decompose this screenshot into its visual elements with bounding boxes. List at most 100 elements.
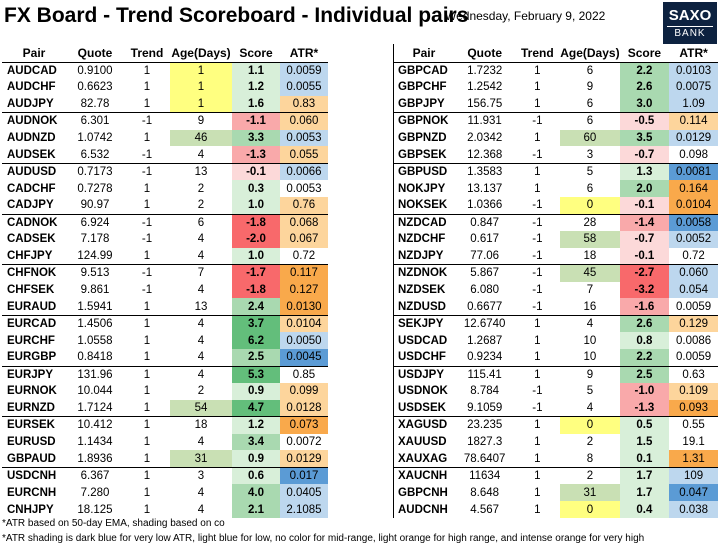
table-row: USDNOK 8.784 -1 5 -1.0 0.109: [393, 382, 718, 400]
trend-cell: -1: [514, 112, 561, 130]
trend-cell: 1: [534, 503, 541, 516]
quote-cell: 0.6623: [77, 81, 113, 94]
atr-cell: 0.0128: [280, 399, 328, 417]
age-cell: 46: [170, 129, 232, 147]
score-cell: 0.9: [232, 450, 280, 468]
score-cell: 1.6: [232, 95, 280, 113]
quote-cell: 7.280: [80, 486, 110, 499]
age-cell: 60: [560, 129, 620, 147]
age-cell: 7: [586, 284, 594, 297]
trend-cell: 1: [124, 416, 170, 434]
pair-cell: EURNZD: [7, 402, 55, 414]
trend-cell: 1: [143, 81, 151, 94]
quote-cell: 1.7232: [467, 64, 503, 77]
pair-cell: XAUXAG: [398, 452, 448, 465]
atr-cell: 0.0129: [669, 129, 718, 147]
trend-cell: 1: [124, 365, 170, 383]
table-row: NZDSEK 6.080 -1 7 -3.2 0.054: [393, 281, 718, 299]
score-cell: 0.6: [232, 466, 280, 485]
quote-cell: 10.412: [66, 416, 124, 434]
quote-cell: 0.8418: [77, 351, 113, 364]
score-cell: 2.5: [232, 349, 280, 367]
table-row: CHFJPY 124.99 1 4 1.0 0.72: [2, 247, 328, 265]
table-row: USDSEK 9.1059 -1 4 -1.3 0.093: [393, 399, 718, 417]
atr-cell: 0.0075: [669, 78, 718, 96]
trend-cell: 1: [124, 466, 170, 485]
score-cell: 1.7: [619, 466, 670, 485]
trend-cell: -1: [532, 249, 543, 262]
column-header: ATR*: [280, 44, 328, 63]
table-row: GBPUSD 1.3583 1 5 1.3 0.0081: [393, 162, 718, 181]
column-header: Score: [232, 44, 280, 63]
table-row: NZDCHF 0.617 -1 58 -0.7 0.0052: [393, 230, 718, 248]
age-cell: 9: [586, 81, 594, 94]
score-cell: -0.1: [619, 247, 670, 265]
quote-cell: 0.7173: [66, 162, 124, 181]
trend-cell: -1: [532, 233, 543, 246]
pair-cell: XAGUSD: [393, 416, 455, 434]
pair-cell: USDCHF: [398, 351, 446, 364]
header: FX Board - Trend Scoreboard - Individual…: [0, 0, 720, 44]
pair-cell: EURGBP: [7, 351, 57, 364]
trend-cell: -1: [141, 148, 153, 161]
age-cell: 4: [197, 436, 205, 449]
score-cell: -1.7: [232, 264, 280, 282]
quote-cell: 1.0742: [77, 132, 113, 144]
pair-cell: AUDNZD: [7, 132, 56, 144]
age-cell: 4: [197, 334, 205, 347]
table-row: CADSEK 7.178 -1 4 -2.0 0.067: [2, 230, 328, 248]
age-cell: 4: [586, 402, 594, 414]
trend-cell: 1: [143, 351, 151, 364]
trend-cell: 1: [534, 486, 541, 499]
quote-cell: 0.617: [470, 233, 500, 246]
column-header: Quote: [66, 44, 124, 63]
table-row: GBPNOK 11.931 -1 6 -0.5 0.114: [393, 112, 718, 130]
table-row: EURCNH 7.280 1 4 4.0 0.0405: [2, 484, 328, 502]
trend-cell: -1: [124, 162, 170, 181]
pair-cell: USDCNH: [2, 466, 66, 485]
age-cell: 18: [583, 249, 597, 262]
table-row: EURCHF 1.0558 1 4 6.2 0.0050: [2, 332, 328, 350]
score-cell: -2.7: [619, 264, 670, 282]
column-header: Trend: [514, 44, 561, 63]
trend-cell: 1: [534, 436, 541, 449]
trend-cell: -1: [532, 199, 543, 212]
logo-text-top: SAXO: [667, 6, 713, 27]
score-cell: 1.2: [232, 78, 280, 96]
pair-cell: USDCAD: [398, 334, 448, 347]
score-cell: -1.6: [619, 298, 670, 316]
age-cell: 4: [197, 351, 205, 364]
score-cell: 1.0: [232, 197, 280, 215]
table-row: GBPCAD 1.7232 1 6 2.2 0.0103: [393, 62, 718, 79]
pair-cell: GBPNOK: [393, 112, 455, 130]
atr-cell: 0.0059: [676, 300, 712, 313]
quote-cell: 1.5941: [77, 300, 113, 313]
quote-cell: 1.1434: [77, 436, 113, 449]
pair-cell: EURCNH: [7, 486, 57, 499]
score-cell: 0.1: [619, 450, 670, 468]
pair-cell: GBPCNH: [398, 486, 448, 499]
age-cell: 4: [197, 148, 205, 161]
column-header: Age(Days): [170, 44, 232, 63]
age-cell: 4: [170, 314, 232, 333]
trend-cell: -1: [514, 264, 561, 282]
quote-cell: 115.41: [454, 365, 515, 383]
atr-cell: 0.055: [280, 146, 328, 164]
trend-cell: 1: [534, 182, 541, 195]
score-cell: 2.1: [232, 501, 280, 519]
trend-cell: 1: [143, 300, 151, 313]
atr-cell: 0.0086: [676, 334, 712, 347]
logo-text-bottom: BANK: [674, 28, 706, 39]
atr-cell: 0.060: [669, 264, 718, 282]
table-row: CADNOK 6.924 -1 6 -1.8 0.068: [2, 213, 328, 231]
pair-cell: CHFJPY: [7, 249, 53, 262]
atr-cell: 0.0055: [280, 78, 328, 96]
quote-cell: 1.3583: [454, 162, 515, 181]
atr-cell: 0.068: [280, 213, 328, 231]
footnote-atr-ema: *ATR based on 50-day EMA, shading based …: [2, 518, 225, 529]
table-row: AUDNOK 6.301 -1 9 -1.1 0.060: [2, 112, 328, 130]
scoreboard-table-right: Pair Quote Trend Age(Days) Score ATR* GB…: [393, 44, 718, 519]
age-cell: 4: [197, 486, 205, 499]
table-header-row: Pair Quote Trend Age(Days) Score ATR*: [393, 44, 718, 63]
trend-cell: -1: [141, 233, 153, 246]
